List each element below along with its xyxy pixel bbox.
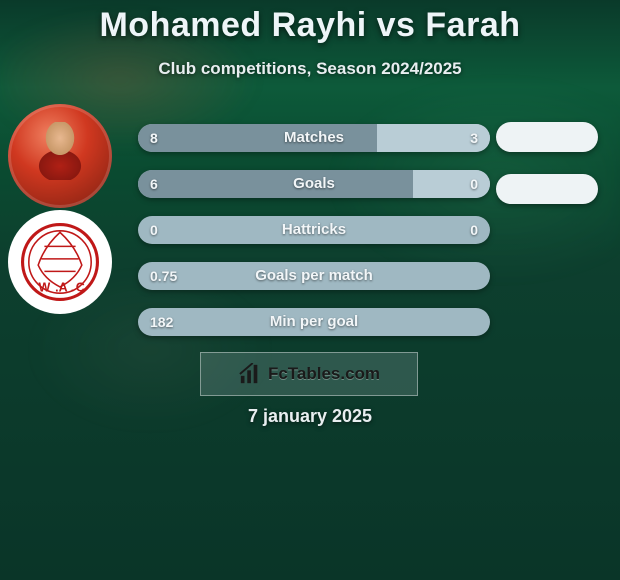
right-pills: [496, 122, 598, 226]
stat-row: 00Hattricks: [138, 216, 490, 244]
blank-pill: [496, 122, 598, 152]
stat-label: Goals: [138, 170, 490, 198]
avatar-column: W. A. C: [8, 104, 112, 314]
stat-label: Matches: [138, 124, 490, 152]
svg-text:W: W: [39, 281, 51, 295]
stat-label: Min per goal: [138, 308, 490, 336]
svg-text:C: C: [76, 281, 85, 295]
watermark-text: FcTables.com: [268, 364, 380, 384]
watermark: FcTables.com: [200, 352, 418, 396]
date-label: 7 january 2025: [0, 406, 620, 427]
stat-row: 182Min per goal: [138, 308, 490, 336]
stat-row: 0.75Goals per match: [138, 262, 490, 290]
club-badge-icon: W. A. C: [21, 223, 99, 301]
stat-label: Goals per match: [138, 262, 490, 290]
page-subtitle: Club competitions, Season 2024/2025: [0, 59, 620, 79]
stat-row: 60Goals: [138, 170, 490, 198]
player-avatar: [8, 104, 112, 208]
stat-label: Hattricks: [138, 216, 490, 244]
chart-icon: [238, 363, 262, 385]
stats-bars: 83Matches 60Goals 00Hattricks 0.75Goals per…: [138, 124, 490, 354]
page-title: Mohamed Rayhi vs Farah: [0, 6, 620, 45]
blank-pill: [496, 174, 598, 204]
club-avatar: W. A. C: [8, 210, 112, 314]
svg-text:.: .: [71, 281, 74, 295]
svg-text:A: A: [59, 281, 68, 295]
stat-row: 83Matches: [138, 124, 490, 152]
